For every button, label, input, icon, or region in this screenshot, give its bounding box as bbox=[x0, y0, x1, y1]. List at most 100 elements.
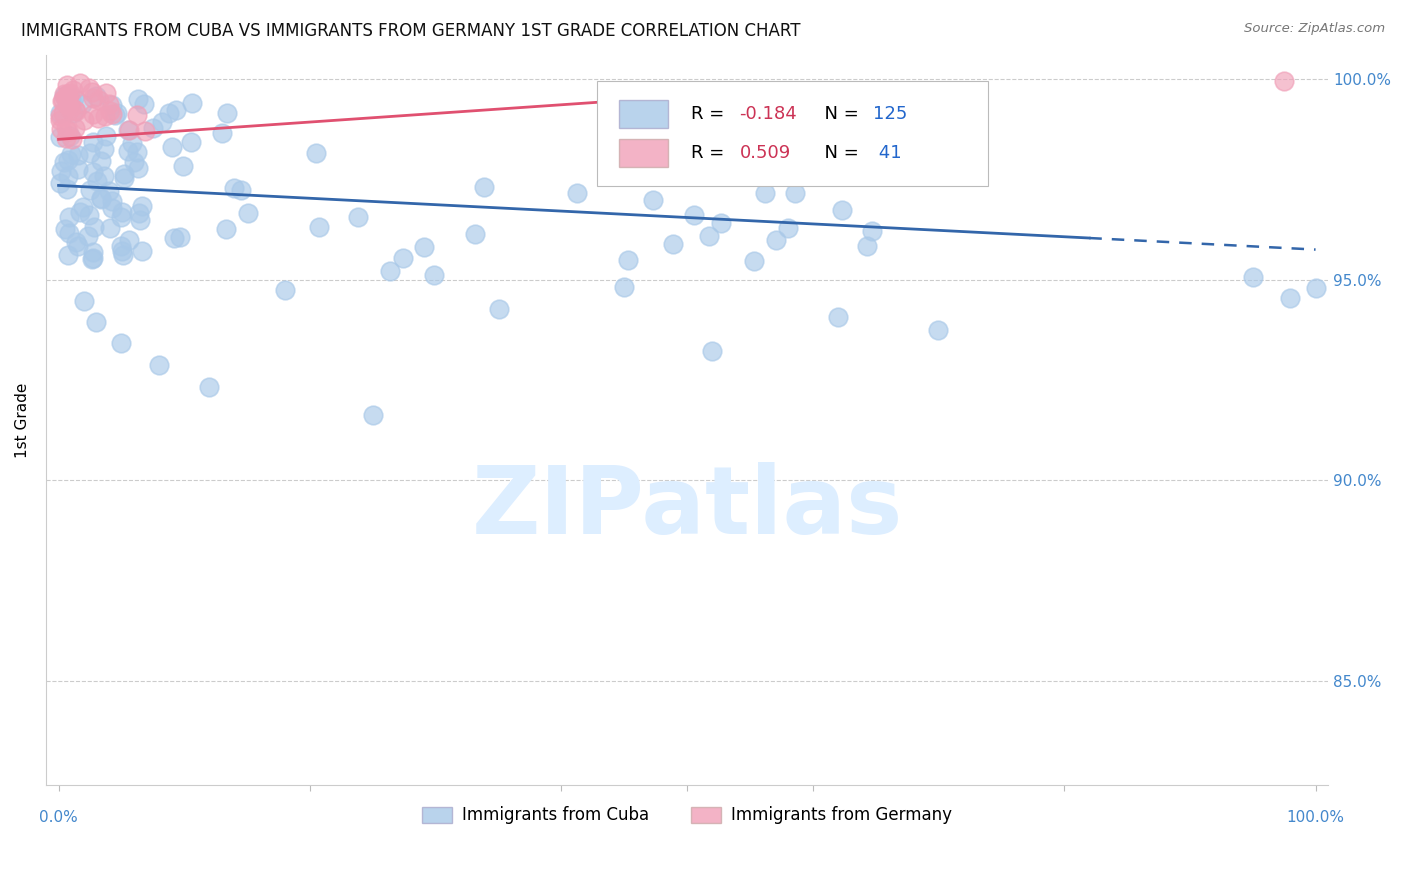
Point bbox=[49, 130, 72, 145]
Point bbox=[150, 115, 173, 129]
Point bbox=[617, 252, 640, 267]
Point bbox=[72, 200, 94, 214]
Point bbox=[79, 182, 101, 196]
Text: ZIPatlas: ZIPatlas bbox=[471, 461, 903, 554]
Point bbox=[776, 220, 799, 235]
Point bbox=[49, 105, 72, 120]
Point bbox=[125, 107, 148, 121]
Point bbox=[148, 358, 170, 372]
Point bbox=[134, 97, 156, 112]
Point bbox=[90, 192, 112, 206]
Point bbox=[66, 161, 89, 176]
Point bbox=[73, 113, 96, 128]
Point bbox=[76, 229, 98, 244]
Point bbox=[62, 106, 84, 120]
Point bbox=[49, 109, 72, 123]
Point bbox=[55, 78, 77, 92]
Point bbox=[169, 230, 191, 244]
Point bbox=[82, 107, 104, 121]
Point bbox=[118, 233, 141, 247]
Point bbox=[82, 135, 104, 149]
Point bbox=[308, 219, 330, 234]
Point bbox=[110, 210, 132, 224]
Point bbox=[69, 205, 91, 219]
Point bbox=[65, 235, 87, 249]
Point bbox=[754, 186, 776, 201]
Point bbox=[347, 211, 370, 225]
Text: N =: N = bbox=[813, 144, 865, 162]
Point bbox=[79, 209, 101, 223]
Point bbox=[51, 93, 73, 107]
Point bbox=[59, 102, 82, 116]
Point bbox=[55, 89, 77, 103]
Point bbox=[82, 245, 104, 260]
Point bbox=[117, 122, 139, 136]
Point bbox=[110, 335, 132, 350]
Point bbox=[697, 228, 720, 243]
Point bbox=[62, 83, 84, 97]
Point bbox=[55, 181, 77, 195]
Text: -0.184: -0.184 bbox=[740, 105, 797, 123]
Point bbox=[927, 323, 949, 337]
Point bbox=[65, 104, 87, 119]
Point bbox=[127, 161, 149, 175]
Point bbox=[765, 233, 787, 247]
Point bbox=[73, 293, 96, 308]
Text: R =: R = bbox=[690, 105, 730, 123]
Point bbox=[49, 177, 72, 191]
Point bbox=[56, 87, 79, 102]
Point bbox=[111, 205, 134, 219]
Point bbox=[172, 159, 194, 173]
Point bbox=[180, 136, 202, 150]
Point bbox=[56, 248, 79, 262]
Point bbox=[122, 155, 145, 169]
Point bbox=[104, 108, 127, 122]
Point bbox=[229, 183, 252, 197]
Text: R =: R = bbox=[690, 144, 730, 162]
Point bbox=[831, 202, 853, 217]
Point bbox=[101, 194, 124, 209]
Point bbox=[488, 301, 510, 316]
Point bbox=[82, 91, 104, 105]
Point bbox=[84, 89, 107, 103]
Text: 41: 41 bbox=[873, 144, 901, 162]
Point bbox=[66, 148, 89, 162]
Point bbox=[160, 140, 183, 154]
Point bbox=[112, 171, 135, 186]
Point bbox=[56, 153, 79, 167]
Point bbox=[142, 121, 165, 136]
Point bbox=[101, 98, 124, 112]
Point bbox=[56, 124, 79, 138]
Point bbox=[392, 251, 415, 265]
Point bbox=[643, 193, 665, 207]
Point bbox=[93, 142, 115, 156]
Point bbox=[65, 103, 87, 118]
Point bbox=[82, 252, 104, 266]
Point bbox=[464, 227, 486, 241]
Point bbox=[67, 238, 90, 252]
Point bbox=[702, 343, 724, 358]
Point bbox=[236, 206, 259, 220]
Point bbox=[83, 220, 105, 235]
Point bbox=[112, 167, 135, 181]
Point bbox=[59, 86, 82, 100]
Point bbox=[59, 128, 82, 143]
Point bbox=[60, 132, 83, 146]
Point bbox=[72, 97, 94, 112]
Text: IMMIGRANTS FROM CUBA VS IMMIGRANTS FROM GERMANY 1ST GRADE CORRELATION CHART: IMMIGRANTS FROM CUBA VS IMMIGRANTS FROM … bbox=[21, 22, 800, 40]
Point bbox=[58, 210, 80, 224]
Point bbox=[131, 244, 153, 259]
Text: 0.509: 0.509 bbox=[740, 144, 790, 162]
Point bbox=[82, 251, 104, 265]
Point bbox=[198, 380, 221, 394]
Point bbox=[82, 165, 104, 179]
Point bbox=[93, 169, 115, 183]
Point bbox=[98, 184, 121, 198]
Point bbox=[62, 91, 84, 105]
Point bbox=[565, 186, 588, 200]
Point bbox=[94, 86, 117, 100]
Point bbox=[412, 240, 434, 254]
Point bbox=[79, 81, 101, 95]
Text: Source: ZipAtlas.com: Source: ZipAtlas.com bbox=[1244, 22, 1385, 36]
Point bbox=[1241, 269, 1264, 284]
